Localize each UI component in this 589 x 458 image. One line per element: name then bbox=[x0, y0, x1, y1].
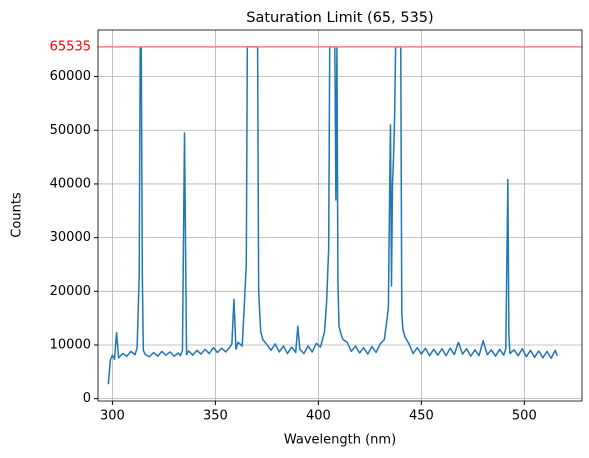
y-tick-label: 60000 bbox=[50, 69, 91, 84]
x-axis-label: Wavelength (nm) bbox=[284, 433, 396, 448]
y-axis-label: Counts bbox=[10, 192, 25, 238]
saturation-label: 65535 bbox=[50, 39, 91, 54]
y-tick-label: 40000 bbox=[50, 176, 91, 191]
plot-frame bbox=[97, 29, 583, 402]
x-tick-label: 400 bbox=[306, 409, 331, 424]
y-tick-label: 0 bbox=[83, 391, 91, 406]
x-tick-label: 350 bbox=[203, 409, 228, 424]
y-tick-label: 30000 bbox=[50, 230, 91, 245]
y-tick-label: 10000 bbox=[50, 337, 91, 352]
spectrum-line bbox=[107, 46, 558, 385]
y-tick-label: 50000 bbox=[50, 123, 91, 138]
y-tick-label: 20000 bbox=[50, 284, 91, 299]
x-tick-label: 450 bbox=[409, 409, 434, 424]
x-tick-label: 300 bbox=[100, 409, 125, 424]
chart-title: Saturation Limit (65, 535) bbox=[246, 10, 433, 26]
x-tick-label: 500 bbox=[512, 409, 537, 424]
